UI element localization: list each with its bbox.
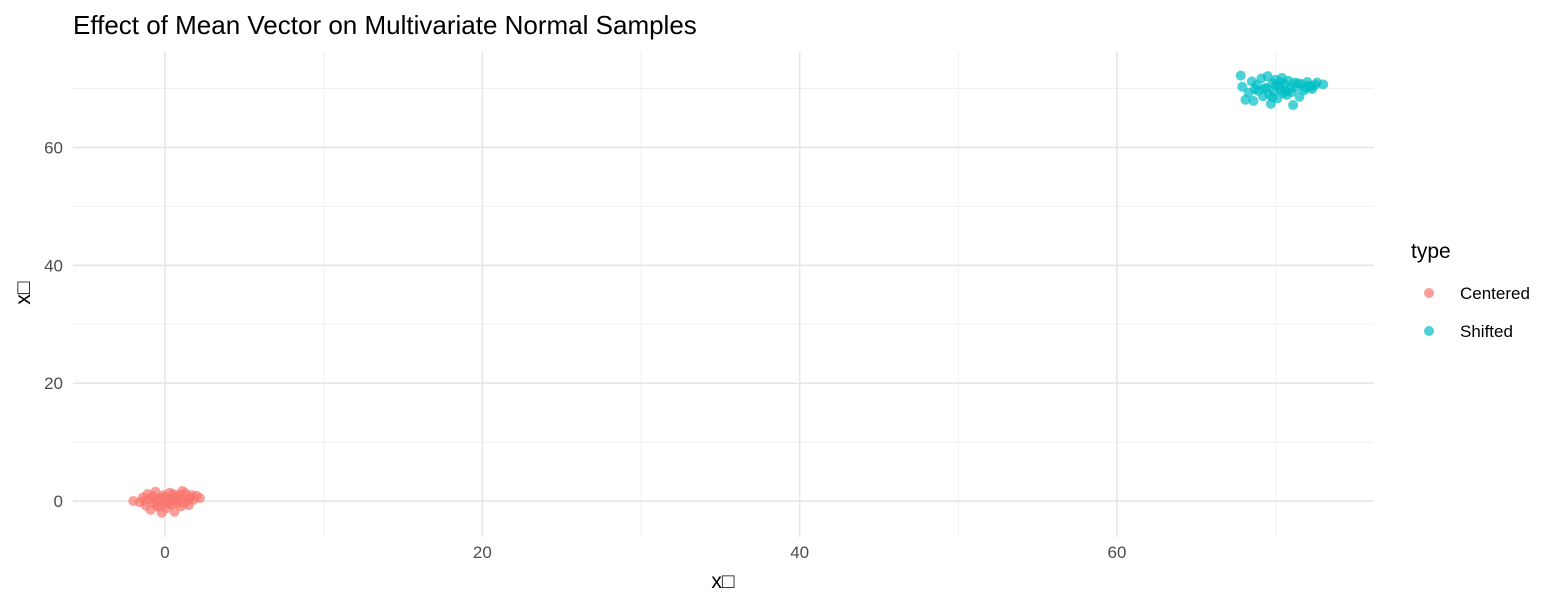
- y-tick-label: 60: [44, 138, 63, 157]
- data-point: [1259, 83, 1270, 94]
- y-tick-label: 40: [44, 256, 63, 275]
- data-point: [1237, 81, 1248, 92]
- data-point: [139, 496, 150, 507]
- x-axis-title: x□: [711, 570, 735, 593]
- data-point: [1288, 100, 1299, 111]
- data-point: [1280, 85, 1291, 96]
- data-point: [1318, 79, 1329, 90]
- data-point: [177, 486, 188, 497]
- data-point: [163, 498, 174, 509]
- legend: type Centered Shifted: [1411, 240, 1530, 341]
- legend-key: [1424, 326, 1434, 336]
- legend-label: Centered: [1460, 284, 1530, 303]
- x-tick-label: 0: [160, 543, 169, 562]
- data-point: [1235, 70, 1246, 81]
- data-point: [1267, 92, 1278, 103]
- legend-key: [1424, 288, 1434, 298]
- data-point: [1250, 84, 1261, 95]
- y-axis-title: x□: [12, 281, 35, 305]
- data-point: [1275, 77, 1286, 88]
- data-point: [1292, 78, 1303, 89]
- x-tick-label: 20: [473, 543, 492, 562]
- grid-minor: [73, 52, 1374, 537]
- data-point: [183, 493, 194, 504]
- y-tick-label: 0: [54, 492, 63, 511]
- x-tick-label: 60: [1108, 543, 1127, 562]
- series-shifted: [1235, 70, 1329, 111]
- y-tick-label: 20: [44, 374, 63, 393]
- grid-major: [73, 52, 1374, 537]
- y-axis-ticks: 0 20 40 60: [44, 138, 63, 511]
- data-point: [148, 492, 159, 503]
- x-axis-ticks: 0 20 40 60: [160, 543, 1126, 562]
- data-point: [1303, 80, 1314, 91]
- data-points: [128, 70, 1329, 518]
- legend-title: type: [1411, 240, 1451, 263]
- data-point: [1262, 71, 1273, 82]
- data-point: [1248, 95, 1259, 106]
- data-point: [167, 488, 178, 499]
- x-tick-label: 40: [790, 543, 809, 562]
- legend-label: Shifted: [1460, 322, 1513, 341]
- series-centered: [128, 486, 205, 518]
- data-point: [194, 493, 205, 504]
- chart-title: Effect of Mean Vector on Multivariate No…: [73, 10, 697, 40]
